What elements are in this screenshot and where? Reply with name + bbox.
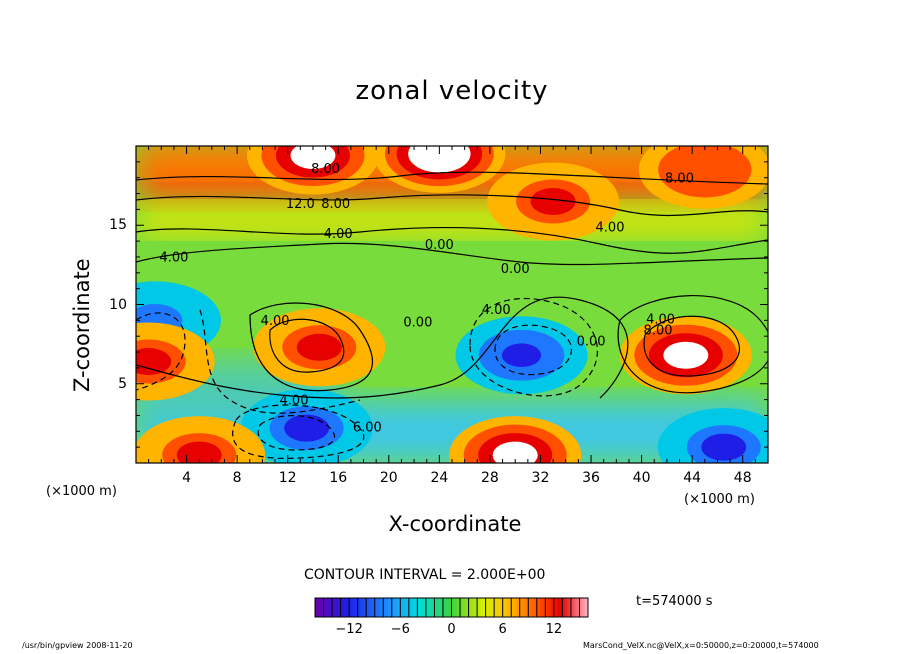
x-tick-label: 40 xyxy=(632,470,651,486)
field-feature xyxy=(296,333,342,361)
contour-label: 4.00 xyxy=(482,303,511,318)
y-tick-label: 15 xyxy=(109,217,127,234)
contour-line xyxy=(136,171,768,185)
contour-line xyxy=(136,296,629,399)
field-feature xyxy=(677,153,733,187)
contour-line xyxy=(269,318,345,373)
contour-label: 0.00 xyxy=(577,335,606,350)
field-feature xyxy=(663,341,709,369)
x-unit-label-left: (×1000 m) xyxy=(46,484,117,499)
contour-label: 0.00 xyxy=(403,316,432,331)
contour-label: 8.00 xyxy=(311,162,340,177)
footer-right-text: MarsCond_VelX.nc@VelX,x=0:50000,z=0:2000… xyxy=(583,641,819,650)
contour-lines xyxy=(136,171,768,399)
contour-label: 4.00 xyxy=(159,251,188,266)
field-feature xyxy=(284,414,330,442)
contour-line-negative xyxy=(494,324,573,376)
contour-line xyxy=(136,194,768,217)
axis-ticks xyxy=(136,146,768,463)
contour-label: 8.00 xyxy=(665,171,694,186)
contour-line-negative xyxy=(232,404,365,459)
contour-line xyxy=(136,226,768,254)
contour-interval-text: CONTOUR INTERVAL = 2.000E+00 xyxy=(304,567,546,583)
contour-label: 12.0 xyxy=(286,197,315,212)
contour-line-negative xyxy=(136,312,186,391)
contour-lines-negative xyxy=(136,297,598,459)
contour-line-negative xyxy=(469,297,598,397)
field-feature xyxy=(701,433,747,461)
contour-line-negative xyxy=(199,309,361,414)
field-feature xyxy=(530,187,576,215)
colorbar-tick-label: −6 xyxy=(390,622,410,637)
colorbar-tick-label: 0 xyxy=(447,622,456,637)
colorbar-ticks xyxy=(323,598,580,617)
x-tick-label: 44 xyxy=(683,470,702,486)
contour-label: 4.00 xyxy=(646,313,675,328)
contour-label: 6.00 xyxy=(353,420,382,435)
x-tick-label: 4 xyxy=(182,470,192,486)
x-tick-label: 36 xyxy=(582,470,600,486)
field-feature xyxy=(176,441,222,463)
contour-label: 4.00 xyxy=(324,227,353,242)
y-axis-label: Z-coordinate xyxy=(70,258,94,392)
x-tick-label: 28 xyxy=(480,470,499,486)
heatmap-field xyxy=(136,146,768,463)
field-feature xyxy=(492,441,538,463)
contour-label: 4.00 xyxy=(596,221,625,236)
footer-left-text: /usr/bin/gpview 2008-11-20 xyxy=(22,641,133,650)
x-tick-label: 24 xyxy=(430,470,449,486)
contour-label: 0.00 xyxy=(501,262,530,277)
upper-band-yellow xyxy=(136,205,768,235)
colorbar-tick-label: 6 xyxy=(498,622,507,637)
field-feature xyxy=(290,146,336,170)
time-label: t=574000 s xyxy=(636,594,713,609)
x-axis-label: X-coordinate xyxy=(388,512,522,536)
contour-label: 4.00 xyxy=(261,314,290,329)
contour-line xyxy=(249,302,374,392)
y-tick-label: 10 xyxy=(109,296,127,313)
contour-label: 0.00 xyxy=(425,238,454,253)
x-unit-label-right: (×1000 m) xyxy=(684,492,755,507)
x-tick-label: 32 xyxy=(531,470,550,486)
contour-label: 8.00 xyxy=(644,324,673,339)
x-tick-label: 20 xyxy=(379,470,398,486)
y-tick-label: 5 xyxy=(118,375,127,392)
x-tick-label: 16 xyxy=(329,470,348,486)
contour-line xyxy=(617,295,768,394)
contour-line xyxy=(643,315,741,377)
field-feature xyxy=(419,146,459,166)
contour-line-negative xyxy=(257,415,336,451)
x-tick-label: 12 xyxy=(278,470,297,486)
chart-title: zonal velocity xyxy=(355,76,549,106)
x-tick-label: 8 xyxy=(232,470,242,486)
field-feature xyxy=(501,343,542,368)
colorbar-tick-label: −12 xyxy=(335,622,363,637)
x-tick-label: 48 xyxy=(733,470,752,486)
colorbar-tick-label: 12 xyxy=(545,622,563,637)
contour-label: 4.00 xyxy=(280,393,309,408)
field-feature xyxy=(136,348,172,376)
contour-label: 8.00 xyxy=(321,197,350,212)
contour-line xyxy=(136,242,768,266)
